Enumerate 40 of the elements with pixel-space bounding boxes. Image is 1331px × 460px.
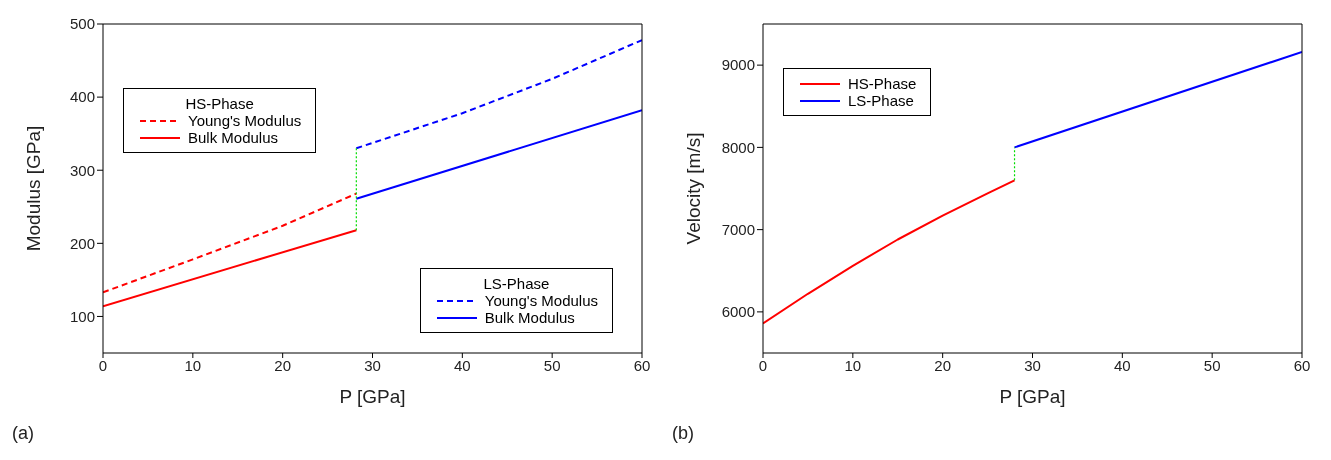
- x-tick-label: 0: [758, 356, 768, 374]
- x-tick-label: 20: [934, 356, 952, 374]
- x-tick-label: 40: [1113, 356, 1131, 374]
- x-tick-label: 40: [453, 356, 471, 374]
- legend-label: Bulk Modulus: [484, 309, 575, 326]
- y-axis-title: Modulus [GPa]: [22, 125, 44, 252]
- x-tick-label: 30: [1024, 356, 1041, 374]
- y-tick-label: 200: [69, 234, 95, 252]
- text: (a): [12, 423, 34, 444]
- y-tick-label: 6000: [721, 303, 755, 321]
- annotation: HS-Phase: [184, 95, 255, 112]
- x-tick-label: 60: [1293, 356, 1311, 374]
- y-tick-label: 300: [69, 161, 95, 179]
- y-tick-label: 500: [69, 15, 95, 33]
- y-tick-label: 100: [69, 307, 95, 325]
- legend-label: Bulk Modulus: [188, 129, 279, 146]
- x-axis-title: P [GPa]: [339, 386, 406, 407]
- x-tick-label: 0: [98, 356, 108, 374]
- annotation: LS-Phase: [482, 275, 551, 292]
- y-tick-label: 9000: [721, 56, 755, 74]
- y-tick-label: 8000: [721, 138, 755, 156]
- x-axis-title: P [GPa]: [999, 386, 1066, 407]
- x-tick-label: 60: [633, 356, 651, 374]
- x-tick-label: 50: [543, 356, 561, 374]
- text: (b): [672, 423, 694, 444]
- y-tick-label: 400: [69, 88, 95, 106]
- line-series: [103, 192, 358, 294]
- legend-label: LS-Phase: [848, 92, 914, 109]
- x-tick-label: 10: [184, 356, 202, 374]
- legend-label: Young's Modulus: [484, 292, 598, 309]
- x-tick-label: 10: [844, 356, 862, 374]
- line-series: [763, 179, 1016, 325]
- x-tick-label: 50: [1203, 356, 1221, 374]
- x-tick-label: 30: [364, 356, 381, 374]
- y-tick-label: 7000: [721, 220, 755, 238]
- legend-label: Young's Modulus: [188, 112, 302, 129]
- line-series: [355, 39, 642, 150]
- x-tick-label: 20: [274, 356, 292, 374]
- y-axis-title: Velocity [m/s]: [682, 132, 704, 245]
- legend-label: HS-Phase: [848, 75, 917, 92]
